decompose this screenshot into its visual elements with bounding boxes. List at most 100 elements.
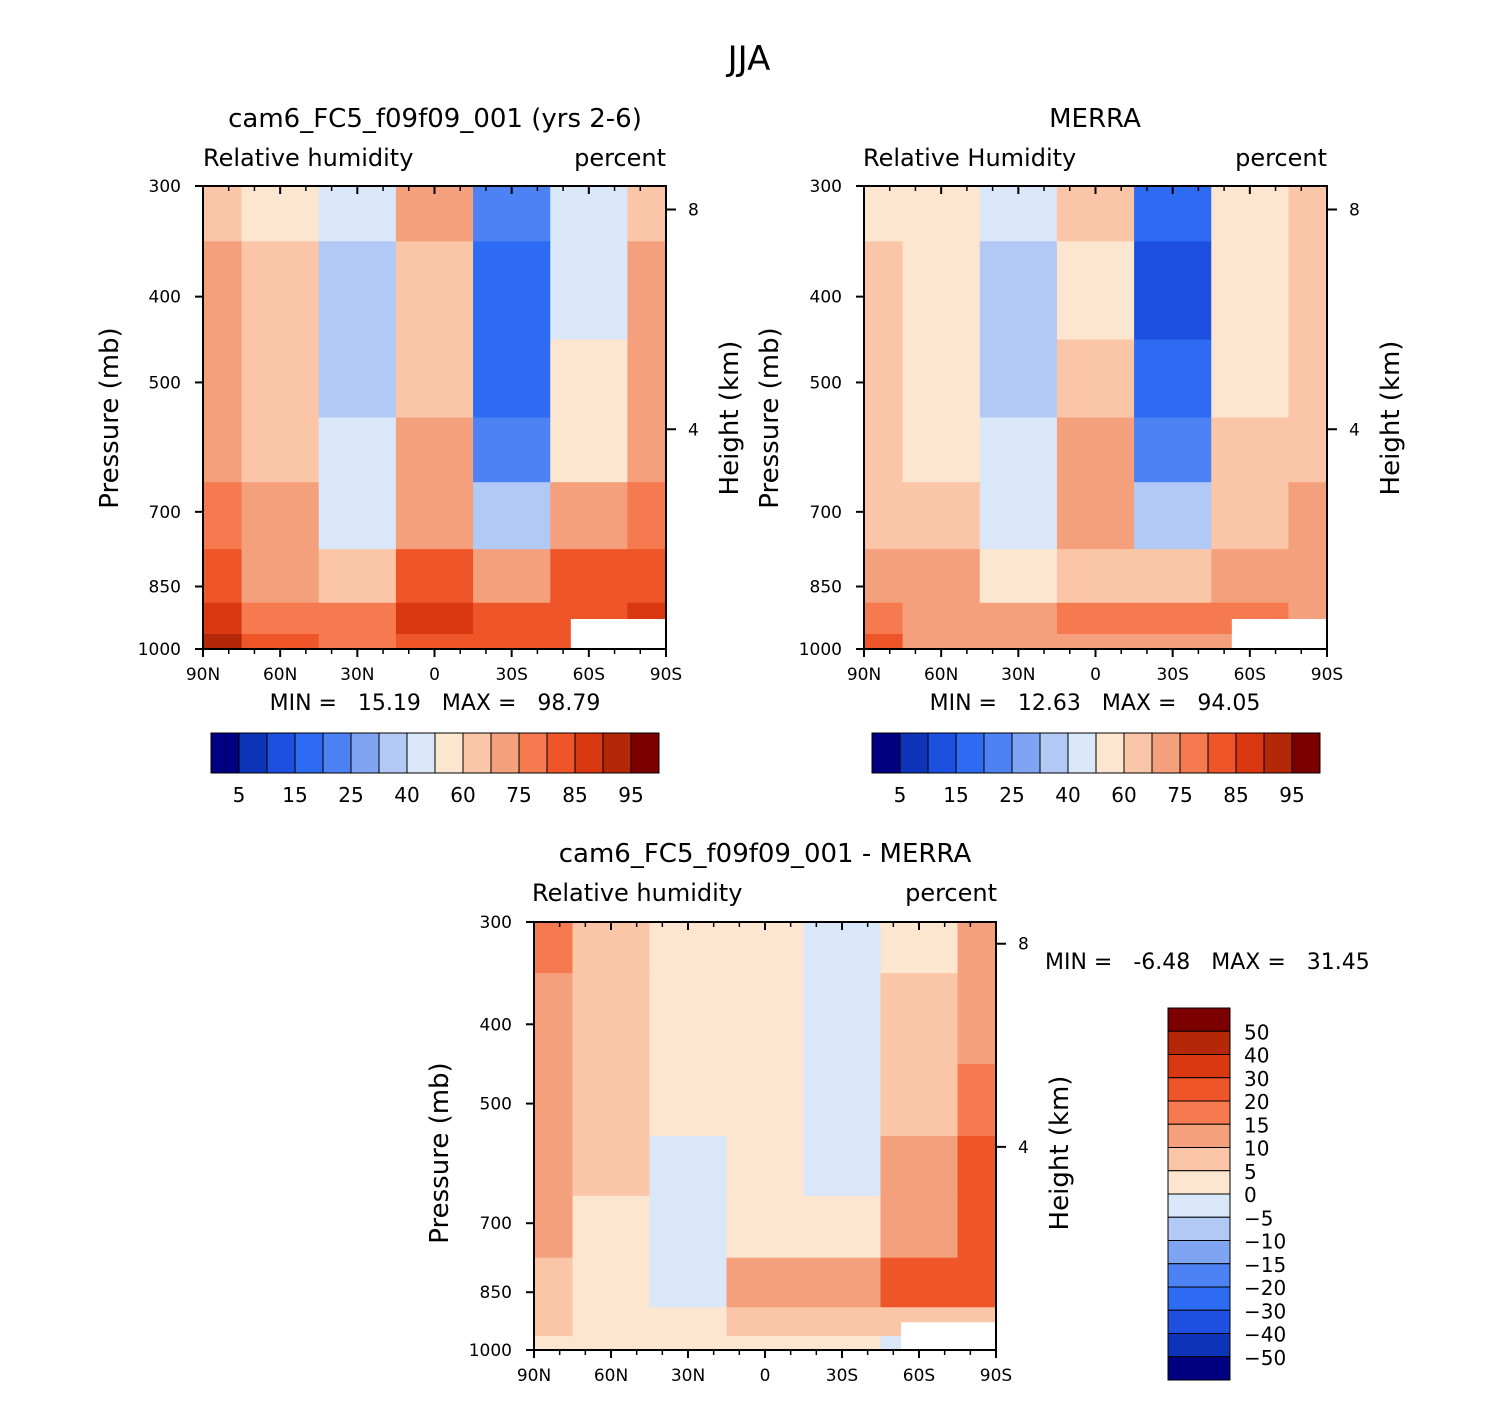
colorbar-swatch (1167, 1333, 1231, 1358)
heatmap-obs: 90N 60N 30N 0 30S 60S 90S 300 400 500 700 850 1000 8 4 (799, 177, 1360, 685)
heatmap-cell (902, 549, 981, 604)
colorbar-label: 85 (1223, 783, 1248, 807)
colorbar-swatch (1167, 1147, 1231, 1172)
colorbar-swatch (294, 732, 324, 774)
heatmap-cell (1056, 549, 1135, 604)
topography-mask (570, 619, 666, 649)
heatmap-cell (649, 1063, 728, 1137)
y-tick-label: 1000 (138, 640, 181, 660)
minmax-label: MIN = 15.19 MAX = 98.79 (270, 691, 601, 716)
heatmap-cell (241, 339, 320, 419)
colorbar-swatch (266, 732, 296, 774)
x-tick-label: 30N (340, 665, 374, 685)
heatmap-cell (649, 1195, 728, 1259)
heatmap-cell (1134, 241, 1212, 341)
colorbar-label: 5 (894, 783, 907, 807)
colorbar-swatch (406, 732, 436, 774)
colorbar-swatch (434, 732, 464, 774)
heatmap-cell (1056, 339, 1135, 419)
colorbar-label: 15 (943, 783, 968, 807)
heatmap-cell (1134, 602, 1212, 635)
y-tick-label: 850 (810, 578, 842, 598)
heatmap-cell (627, 186, 667, 242)
heatmap-cell (803, 1136, 882, 1197)
x-tick-label: 0 (760, 1366, 771, 1386)
colorbar-label: 75 (1167, 783, 1192, 807)
colorbar-swatch (1167, 1077, 1231, 1102)
colorbar-swatch (238, 732, 268, 774)
colorbar-label: 30 (1244, 1067, 1269, 1091)
heatmap-cell (803, 1063, 882, 1137)
topography-mask (901, 1322, 996, 1350)
panel-title: MERRA (1049, 104, 1141, 134)
y2-tick-label: 4 (1018, 1138, 1029, 1158)
colorbar-swatch (1167, 1100, 1231, 1125)
colorbar-swatch (490, 732, 520, 774)
heatmap-cell (979, 186, 1058, 242)
heatmap-cell (241, 602, 320, 635)
heatmap-cell (726, 1307, 805, 1337)
x-tick-label: 60S (903, 1366, 935, 1386)
y2-tick-label: 4 (688, 420, 699, 440)
colorbar-label: 5 (233, 783, 246, 807)
heatmap-cell (395, 339, 474, 419)
heatmap-cell (726, 973, 805, 1065)
heatmap-cell (1288, 482, 1328, 550)
heatmap-cell (803, 922, 882, 974)
heatmap-cell (803, 1195, 882, 1259)
y-tick-label: 1000 (469, 1341, 512, 1361)
colorbar-swatch (899, 732, 929, 774)
colorbar-label: 40 (1244, 1044, 1269, 1068)
heatmap-cell (957, 1136, 997, 1197)
colorbar-label: −5 (1244, 1206, 1273, 1230)
panel-right-label: percent (905, 879, 997, 907)
heatmap-cell (1211, 339, 1290, 419)
heatmap-cell (880, 1257, 959, 1308)
x-tick-label: 0 (1090, 665, 1101, 685)
heatmap-cell (979, 482, 1058, 550)
colorbar-swatch (1167, 1007, 1231, 1032)
colorbar-label: −30 (1244, 1299, 1286, 1323)
x-tick-label: 60N (594, 1366, 628, 1386)
heatmap-cell (318, 241, 397, 341)
heatmap-cell (726, 1257, 805, 1308)
colorbar-swatch (1151, 732, 1181, 774)
heatmap-cell (473, 634, 551, 650)
colorbar-swatch (1167, 1356, 1231, 1381)
heatmap-cell (726, 1336, 805, 1351)
heatmap-cell (627, 549, 667, 604)
colorbar-swatch (1067, 732, 1097, 774)
colorbar-swatch (1167, 1123, 1231, 1148)
heatmap-cell (902, 634, 981, 650)
colorbar-model: 5 15 25 40 60 75 85 95 (210, 732, 660, 807)
heatmap-cell (1211, 417, 1290, 483)
y-tick-label: 400 (149, 288, 181, 308)
figure-title: JJA (726, 39, 771, 79)
colorbar-label: 60 (1111, 783, 1136, 807)
colorbar-swatch (378, 732, 408, 774)
y-tick-label: 1000 (799, 640, 842, 660)
heatmap-cell (979, 417, 1058, 483)
colorbar-swatch (1291, 732, 1321, 774)
colorbar-swatch (1011, 732, 1041, 774)
heatmap-cell (203, 602, 243, 635)
y-tick-label: 500 (480, 1095, 512, 1115)
heatmap-cell (627, 241, 667, 341)
heatmap-cell (1288, 241, 1328, 341)
heatmap-cell (726, 1136, 805, 1197)
heatmap-cell (203, 634, 243, 650)
colorbar-swatch (1167, 1240, 1231, 1265)
colorbar-label: −10 (1244, 1230, 1286, 1254)
heatmap-cell (979, 241, 1058, 341)
colorbar-label: 15 (1244, 1113, 1269, 1137)
heatmap-cell (957, 1063, 997, 1137)
heatmap-cell (902, 241, 981, 341)
heatmap-cell (1288, 186, 1328, 242)
heatmap-cell (1211, 186, 1290, 242)
heatmap-cell (318, 549, 397, 604)
colorbar-label: 75 (506, 783, 531, 807)
colorbar-label: 25 (338, 783, 363, 807)
heatmap-cell (572, 1257, 651, 1308)
heatmap-cell (203, 482, 243, 550)
x-tick-label: 60S (1234, 665, 1266, 685)
